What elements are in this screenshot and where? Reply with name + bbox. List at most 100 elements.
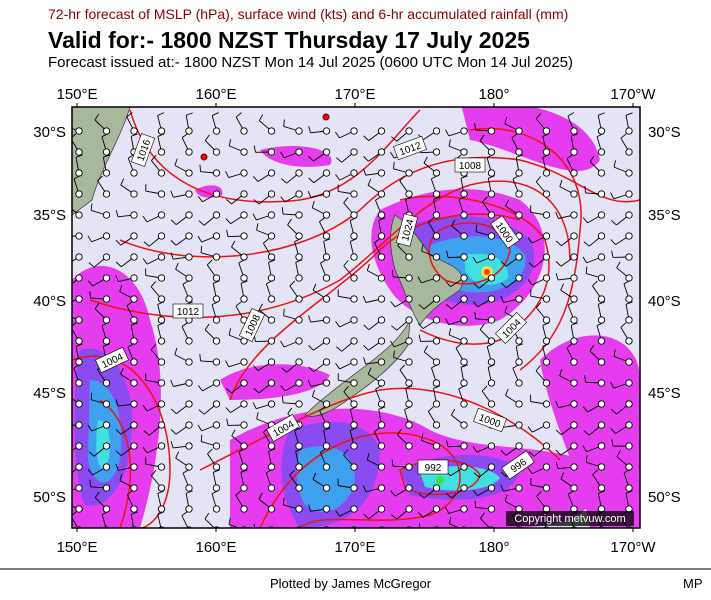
barb-feather xyxy=(309,534,314,539)
station xyxy=(625,463,633,471)
station xyxy=(185,169,193,177)
barb-feather xyxy=(289,280,296,287)
station xyxy=(487,379,496,387)
station xyxy=(240,169,248,177)
station xyxy=(515,484,523,492)
longitude-label: 160°E xyxy=(195,86,236,103)
barb-feather xyxy=(225,218,231,225)
station xyxy=(157,484,166,492)
barb-feather xyxy=(181,133,189,138)
station xyxy=(157,295,166,303)
barb-feather xyxy=(127,343,135,348)
barb-feather xyxy=(527,467,533,475)
station xyxy=(157,190,166,198)
latitude-label: 45°S xyxy=(33,385,66,402)
barb-feather xyxy=(295,448,303,452)
station xyxy=(295,232,303,240)
barb-staff xyxy=(314,530,327,539)
station xyxy=(267,148,276,156)
barb-feather xyxy=(474,123,476,131)
barb-feather xyxy=(170,379,174,387)
barb-feather xyxy=(460,364,468,368)
station xyxy=(102,379,111,387)
barb-feather xyxy=(312,472,317,480)
barb-feather xyxy=(175,262,179,270)
barb-feather xyxy=(335,174,341,181)
station xyxy=(212,190,221,198)
station xyxy=(405,316,413,324)
barb-feather xyxy=(213,280,220,284)
barb-feather xyxy=(62,229,63,236)
barb-feather xyxy=(175,451,179,459)
station xyxy=(267,274,276,282)
station xyxy=(625,358,633,366)
barb-feather xyxy=(199,353,201,362)
barb-feather xyxy=(94,491,100,498)
barb-feather xyxy=(611,409,617,415)
barb-feather xyxy=(228,517,231,525)
station xyxy=(75,169,83,177)
barb-feather xyxy=(472,489,478,496)
station xyxy=(460,211,468,219)
barb-feather xyxy=(596,133,604,138)
longitude-label: 170°E xyxy=(334,86,375,103)
barb-feather xyxy=(157,511,165,515)
barb-feather xyxy=(206,259,213,266)
barb-feather xyxy=(366,453,370,460)
barb-feather xyxy=(475,224,478,232)
station xyxy=(432,274,441,282)
barb-feather xyxy=(390,490,396,497)
barb-feather xyxy=(103,343,110,347)
barb-feather xyxy=(72,133,77,138)
barb-feather xyxy=(559,369,563,376)
station xyxy=(350,295,358,303)
station xyxy=(515,211,523,219)
station xyxy=(542,295,551,303)
station xyxy=(295,316,303,324)
station xyxy=(295,127,303,135)
barb-feather xyxy=(367,367,372,375)
station xyxy=(570,127,578,135)
longitude-label: 180° xyxy=(478,86,509,103)
barb-feather xyxy=(90,392,93,400)
station xyxy=(405,274,413,282)
barb-staff xyxy=(449,523,461,528)
station xyxy=(240,358,248,366)
station xyxy=(75,211,83,219)
station xyxy=(157,316,166,324)
station xyxy=(267,169,276,177)
barb-feather xyxy=(115,239,122,246)
barb-feather xyxy=(101,511,109,515)
barb-feather xyxy=(226,418,229,426)
station xyxy=(240,505,248,513)
marker xyxy=(322,113,330,121)
station xyxy=(432,505,441,513)
barb-feather xyxy=(399,175,406,182)
station xyxy=(515,295,523,303)
barb-feather xyxy=(256,412,259,420)
station xyxy=(405,421,413,429)
station xyxy=(570,463,578,471)
station xyxy=(212,421,221,429)
station xyxy=(570,253,578,261)
station xyxy=(515,400,523,408)
barb-feather xyxy=(281,395,284,403)
barb-feather xyxy=(555,260,562,267)
barb-feather xyxy=(535,176,542,183)
station xyxy=(157,148,166,156)
barb-feather xyxy=(312,283,317,291)
barb-feather xyxy=(131,133,138,137)
station xyxy=(377,127,386,135)
barb-feather xyxy=(567,112,575,117)
barb-feather xyxy=(323,427,331,431)
barb-feather xyxy=(391,459,394,467)
barb-feather xyxy=(287,407,293,414)
station xyxy=(185,190,193,198)
station xyxy=(102,148,111,156)
station xyxy=(75,190,83,198)
barb-feather xyxy=(204,134,210,141)
station xyxy=(487,127,496,135)
station xyxy=(130,211,138,219)
barb-feather xyxy=(620,133,627,139)
station xyxy=(267,127,276,135)
